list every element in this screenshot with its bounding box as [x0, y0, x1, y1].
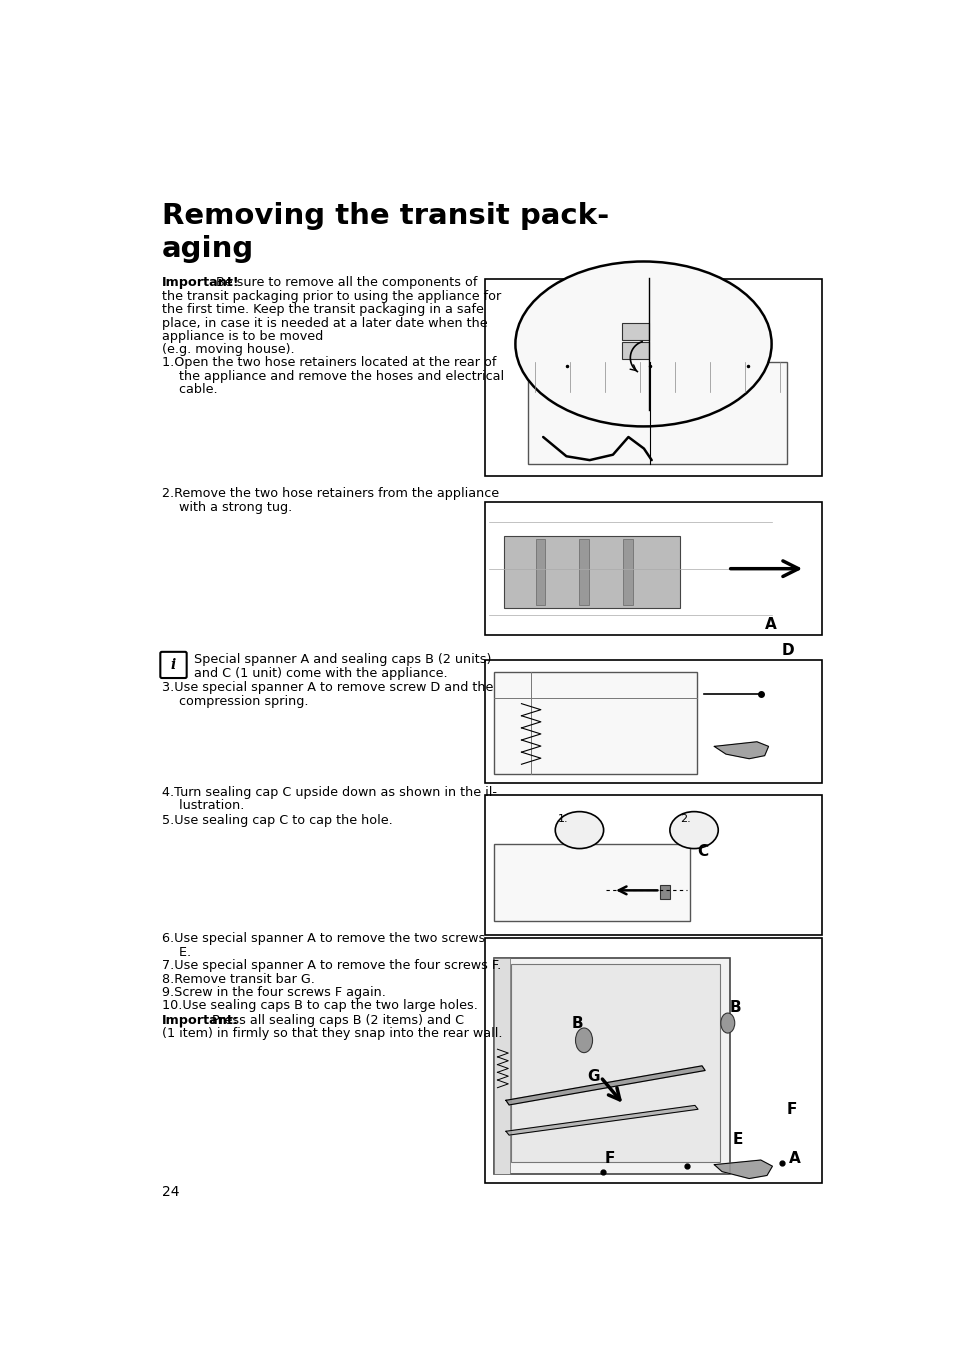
- Text: 1.: 1.: [558, 815, 568, 824]
- Text: Be sure to remove all the components of: Be sure to remove all the components of: [216, 276, 477, 289]
- Polygon shape: [505, 1066, 704, 1105]
- Text: 10.Use sealing caps B to cap the two large holes.: 10.Use sealing caps B to cap the two lar…: [162, 1000, 477, 1012]
- Ellipse shape: [555, 812, 603, 848]
- Bar: [527, 362, 786, 463]
- Bar: [494, 958, 509, 1174]
- Bar: [511, 963, 720, 1162]
- Bar: [621, 342, 648, 359]
- Bar: [578, 539, 588, 605]
- Text: 8.Remove transit bar G.: 8.Remove transit bar G.: [162, 973, 314, 985]
- Text: D: D: [781, 643, 794, 658]
- Text: aging: aging: [162, 235, 253, 263]
- Text: B: B: [572, 1016, 583, 1031]
- Text: F: F: [604, 1151, 615, 1166]
- Bar: [484, 939, 821, 1183]
- Polygon shape: [714, 1161, 772, 1178]
- Text: 2.: 2.: [679, 815, 690, 824]
- Text: B: B: [729, 1000, 740, 1015]
- Bar: [494, 958, 730, 1174]
- Bar: [535, 539, 544, 605]
- Bar: [622, 539, 632, 605]
- Text: Important!: Important!: [162, 276, 239, 289]
- Text: lustration.: lustration.: [171, 800, 244, 812]
- Text: C: C: [697, 843, 708, 859]
- Ellipse shape: [669, 812, 718, 848]
- Text: A: A: [764, 617, 776, 632]
- Text: the transit packaging prior to using the appliance for: the transit packaging prior to using the…: [162, 289, 500, 303]
- Bar: [659, 885, 669, 898]
- Bar: [484, 659, 821, 782]
- Text: i: i: [171, 658, 176, 671]
- Text: compression spring.: compression spring.: [171, 694, 309, 708]
- Bar: [494, 844, 689, 921]
- Bar: [484, 794, 821, 935]
- Bar: [504, 535, 679, 608]
- Bar: [494, 673, 696, 774]
- Text: E.: E.: [171, 946, 192, 959]
- Text: 7.Use special spanner A to remove the four screws F.: 7.Use special spanner A to remove the fo…: [162, 959, 500, 973]
- Text: Special spanner A and sealing caps B (2 units): Special spanner A and sealing caps B (2 …: [194, 654, 492, 666]
- Bar: [621, 323, 648, 340]
- Polygon shape: [714, 742, 768, 759]
- Ellipse shape: [720, 1013, 734, 1034]
- Text: 5.Use sealing cap C to cap the hole.: 5.Use sealing cap C to cap the hole.: [162, 813, 393, 827]
- Text: (1 item) in firmly so that they snap into the rear wall.: (1 item) in firmly so that they snap int…: [162, 1027, 502, 1040]
- FancyBboxPatch shape: [160, 651, 187, 678]
- Text: 2.Remove the two hose retainers from the appliance: 2.Remove the two hose retainers from the…: [162, 488, 498, 500]
- Text: the appliance and remove the hoses and electrical: the appliance and remove the hoses and e…: [171, 370, 504, 382]
- Text: 4.Turn sealing cap C upside down as shown in the il-: 4.Turn sealing cap C upside down as show…: [162, 786, 497, 798]
- Text: A: A: [788, 1151, 801, 1166]
- Text: (e.g. moving house).: (e.g. moving house).: [162, 343, 294, 357]
- Text: appliance is to be moved: appliance is to be moved: [162, 330, 323, 343]
- Text: cable.: cable.: [171, 384, 217, 396]
- Text: Press all sealing caps B (2 items) and C: Press all sealing caps B (2 items) and C: [208, 1013, 464, 1027]
- Text: and C (1 unit) come with the appliance.: and C (1 unit) come with the appliance.: [194, 667, 448, 680]
- Polygon shape: [505, 1105, 698, 1135]
- Text: Important:: Important:: [162, 1013, 238, 1027]
- Text: with a strong tug.: with a strong tug.: [171, 500, 293, 513]
- Text: G: G: [587, 1070, 599, 1085]
- Bar: [484, 280, 821, 476]
- Text: the first time. Keep the transit packaging in a safe: the first time. Keep the transit packagi…: [162, 303, 483, 316]
- Text: 6.Use special spanner A to remove the two screws: 6.Use special spanner A to remove the tw…: [162, 932, 485, 946]
- Text: 1.Open the two hose retainers located at the rear of: 1.Open the two hose retainers located at…: [162, 357, 496, 369]
- Text: place, in case it is needed at a later date when the: place, in case it is needed at a later d…: [162, 316, 487, 330]
- Text: Removing the transit pack-: Removing the transit pack-: [162, 203, 608, 230]
- Text: 3.Use special spanner A to remove screw D and the: 3.Use special spanner A to remove screw …: [162, 681, 493, 694]
- Ellipse shape: [575, 1028, 592, 1052]
- Bar: [484, 503, 821, 635]
- Ellipse shape: [515, 262, 771, 427]
- Text: F: F: [786, 1102, 796, 1117]
- Text: 9.Screw in the four screws F again.: 9.Screw in the four screws F again.: [162, 986, 385, 998]
- Text: E: E: [732, 1132, 742, 1147]
- Text: 24: 24: [162, 1185, 179, 1200]
